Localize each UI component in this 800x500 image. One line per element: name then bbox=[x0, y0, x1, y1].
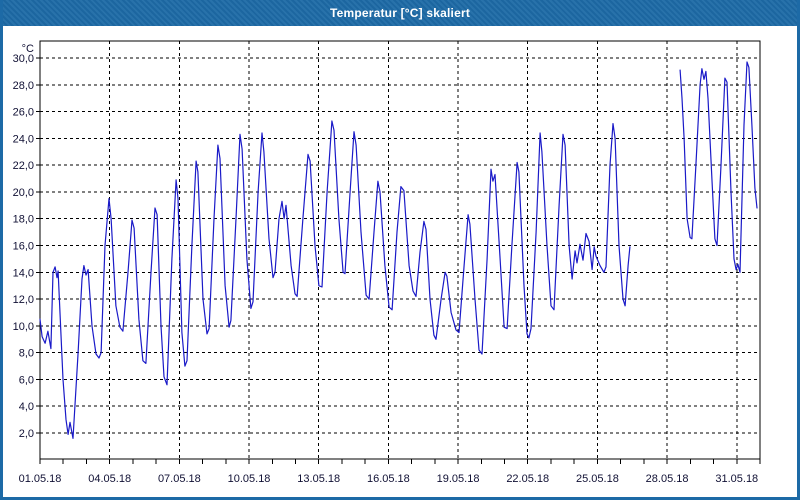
x-tick-label: 10.05.18 bbox=[228, 473, 271, 485]
temperature-series bbox=[679, 61, 758, 273]
y-tick-label: 24,0 bbox=[13, 133, 34, 145]
temperature-chart: 30,0 28,0 26,0 24,0 22,0 20,0 18,0 16,0 14,0 12,0… bbox=[13, 40, 761, 485]
y-tick-label: 8,0 bbox=[19, 348, 34, 360]
plot-background bbox=[40, 41, 760, 459]
y-tick-label: 2,0 bbox=[19, 428, 34, 440]
y-tick-label: 4,0 bbox=[19, 401, 34, 413]
x-tick-label: 28.05.18 bbox=[646, 473, 689, 485]
y-tick-label: 30,0 bbox=[13, 53, 34, 65]
y-tick-label: 28,0 bbox=[13, 80, 34, 92]
x-tick-label: 07.05.18 bbox=[158, 473, 201, 485]
y-tick-label: 14,0 bbox=[13, 267, 34, 279]
x-tick-label: 01.05.18 bbox=[19, 473, 62, 485]
y-tick-label: 20,0 bbox=[13, 187, 34, 199]
x-tick-label: 22.05.18 bbox=[506, 473, 549, 485]
x-tick-label: 19.05.18 bbox=[437, 473, 480, 485]
temperature-series bbox=[39, 120, 631, 439]
y-tick-label: 10,0 bbox=[13, 321, 34, 333]
x-tick-label: 25.05.18 bbox=[576, 473, 619, 485]
x-tick-label: 13.05.18 bbox=[297, 473, 340, 485]
x-tick-label: 04.05.18 bbox=[88, 473, 131, 485]
y-tick-label: 16,0 bbox=[13, 241, 34, 253]
y-tick-label: 22,0 bbox=[13, 160, 34, 172]
y-tick-label: 26,0 bbox=[13, 107, 34, 119]
chart-area: 30,0 28,0 26,0 24,0 22,0 20,0 18,0 16,0 14,0 12,0… bbox=[3, 26, 797, 497]
y-tick-label: 18,0 bbox=[13, 214, 34, 226]
y-tick-label: 12,0 bbox=[13, 294, 34, 306]
x-tick-label: 31.05.18 bbox=[715, 473, 758, 485]
window-title: Temperatur [°C] skaliert bbox=[329, 6, 471, 20]
y-axis-unit-label: °C bbox=[22, 43, 34, 55]
y-tick-label: 6,0 bbox=[19, 374, 34, 386]
plot-border bbox=[39, 40, 761, 460]
x-tick-label: 16.05.18 bbox=[367, 473, 410, 485]
window-titlebar: Temperatur [°C] skaliert bbox=[3, 0, 797, 26]
